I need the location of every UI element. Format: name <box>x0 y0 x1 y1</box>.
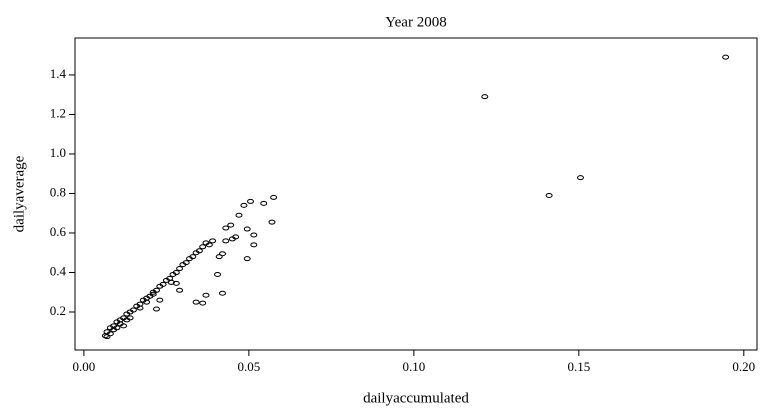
point <box>232 234 240 240</box>
point <box>209 238 217 244</box>
point <box>169 271 177 277</box>
y-tick-label: 1.0 <box>50 145 66 160</box>
point <box>270 194 278 200</box>
point <box>116 321 124 327</box>
point <box>176 287 184 293</box>
point <box>185 256 193 262</box>
point <box>240 202 248 208</box>
point <box>149 291 157 297</box>
point <box>481 94 489 100</box>
point <box>152 306 160 312</box>
x-axis-label: dailyaccumulated <box>363 390 469 406</box>
plot-frame <box>74 37 758 351</box>
point <box>243 256 251 262</box>
point <box>123 317 131 323</box>
point <box>123 311 131 317</box>
x-tick-label: 0.10 <box>402 359 425 374</box>
point <box>215 254 223 260</box>
point <box>156 283 164 289</box>
y-tick-label: 1.4 <box>50 66 67 81</box>
point <box>268 219 276 225</box>
point <box>192 299 200 305</box>
point <box>250 242 258 248</box>
point <box>199 300 207 306</box>
point <box>176 266 184 272</box>
y-axis-label: dailyaverage <box>11 155 27 232</box>
point <box>192 250 200 256</box>
y-tick-label: 0.8 <box>50 184 66 199</box>
point <box>202 292 210 298</box>
y-tick-label: 0.2 <box>50 303 66 318</box>
point <box>243 226 251 232</box>
x-tick-label: 0.00 <box>73 359 96 374</box>
y-tick-label: 1.2 <box>50 105 66 120</box>
point <box>260 200 268 206</box>
point <box>218 290 226 296</box>
point <box>235 212 243 218</box>
point <box>172 280 180 286</box>
point <box>722 54 730 60</box>
point <box>227 222 235 228</box>
point <box>113 325 121 331</box>
point <box>250 232 258 238</box>
x-tick-label: 0.15 <box>567 359 590 374</box>
point <box>179 262 187 268</box>
point <box>156 297 164 303</box>
x-tick-label: 0.20 <box>732 359 755 374</box>
chart-title: Year 2008 <box>385 14 446 30</box>
point <box>222 225 230 231</box>
y-tick-label: 0.4 <box>50 263 67 278</box>
y-tick-label: 0.6 <box>50 224 67 239</box>
point <box>247 198 255 204</box>
point <box>222 238 230 244</box>
point <box>214 271 222 277</box>
point <box>149 289 157 295</box>
point <box>576 175 584 181</box>
x-tick-label: 0.05 <box>238 359 261 374</box>
point <box>167 279 175 285</box>
point <box>106 331 114 337</box>
point <box>199 244 207 250</box>
point <box>136 305 144 311</box>
point <box>202 240 210 246</box>
point <box>545 192 553 198</box>
point <box>143 299 151 305</box>
